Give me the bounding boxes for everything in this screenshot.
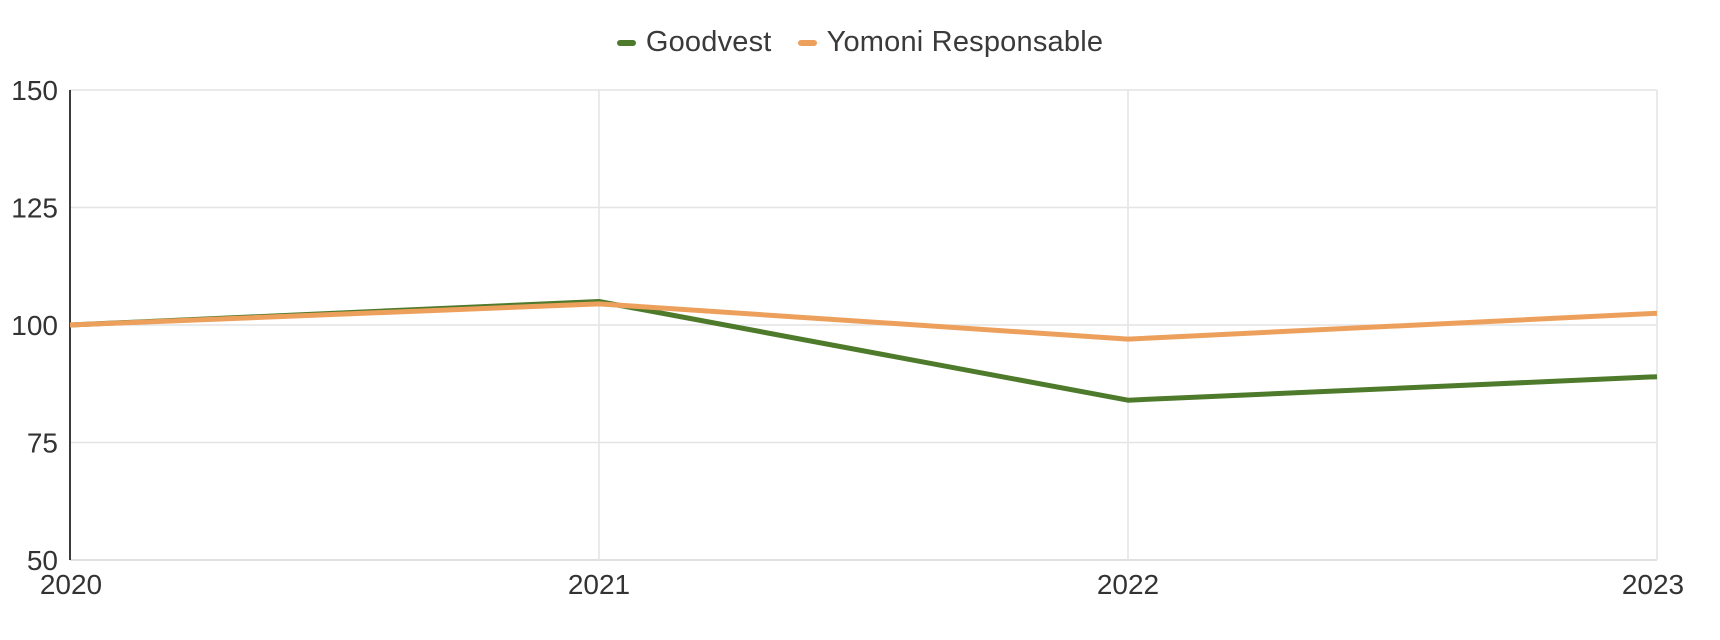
x-tick-label: 2021	[568, 569, 630, 600]
y-tick-label: 75	[27, 428, 58, 459]
y-tick-label: 50	[27, 545, 58, 576]
legend-swatch-yomoni-icon	[797, 39, 817, 46]
x-tick-label: 2022	[1097, 569, 1159, 600]
y-tick-label: 100	[11, 310, 58, 341]
x-tick-label: 2023	[1622, 569, 1684, 600]
legend-swatch-goodvest-icon	[616, 39, 636, 46]
legend-label-yomoni-responsable: Yomoni Responsable	[826, 26, 1104, 58]
legend-label-goodvest: Goodvest	[645, 26, 772, 58]
series-line-yomoni-responsable	[69, 301, 1658, 342]
x-tick-label: 2020	[40, 569, 102, 600]
legend-item-yomoni-responsable[interactable]: Yomoni Responsable	[797, 26, 1104, 59]
y-tick-label: 125	[11, 193, 58, 224]
legend-item-goodvest[interactable]: Goodvest	[616, 26, 772, 59]
y-tick-label: 150	[11, 75, 58, 106]
chart-legend: Goodvest Yomoni Responsable	[0, 26, 1720, 59]
